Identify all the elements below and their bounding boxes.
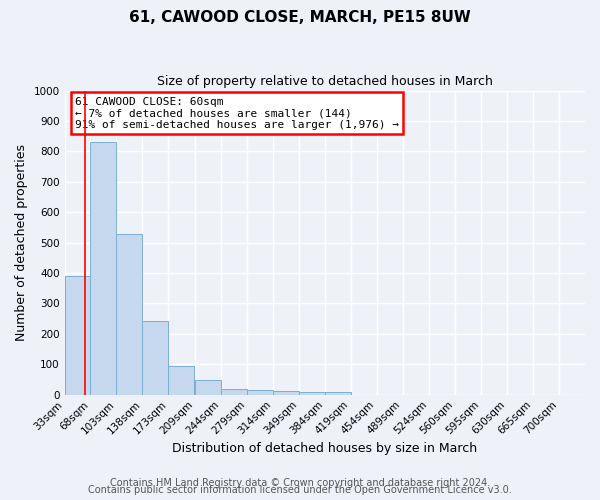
- Bar: [221, 388, 247, 394]
- Bar: [273, 391, 299, 394]
- Text: 61 CAWOOD CLOSE: 60sqm
← 7% of detached houses are smaller (144)
91% of semi-det: 61 CAWOOD CLOSE: 60sqm ← 7% of detached …: [75, 96, 399, 130]
- Text: Contains public sector information licensed under the Open Government Licence v3: Contains public sector information licen…: [88, 485, 512, 495]
- Title: Size of property relative to detached houses in March: Size of property relative to detached ho…: [157, 75, 493, 88]
- Bar: [247, 390, 273, 394]
- Text: 61, CAWOOD CLOSE, MARCH, PE15 8UW: 61, CAWOOD CLOSE, MARCH, PE15 8UW: [129, 10, 471, 25]
- Bar: [325, 392, 351, 394]
- X-axis label: Distribution of detached houses by size in March: Distribution of detached houses by size …: [172, 442, 478, 455]
- Bar: [169, 366, 194, 394]
- Bar: [116, 234, 142, 394]
- Bar: [65, 276, 91, 394]
- Y-axis label: Number of detached properties: Number of detached properties: [15, 144, 28, 341]
- Bar: [142, 321, 169, 394]
- Bar: [91, 142, 116, 394]
- Text: Contains HM Land Registry data © Crown copyright and database right 2024.: Contains HM Land Registry data © Crown c…: [110, 478, 490, 488]
- Bar: [299, 392, 325, 394]
- Bar: [195, 380, 221, 394]
